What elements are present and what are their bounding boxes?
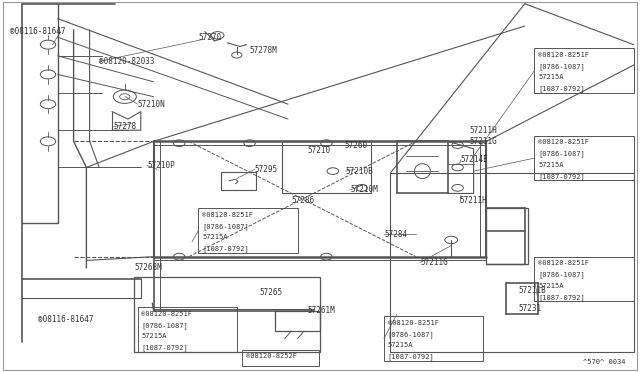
Bar [242,350,319,366]
Bar [134,277,320,352]
Text: 57231: 57231 [518,304,541,313]
Bar [390,173,634,352]
Text: [0786-1087]: [0786-1087] [388,331,435,338]
Text: ®08116-81647: ®08116-81647 [10,27,65,36]
Text: ®08120-8251F: ®08120-8251F [202,212,253,218]
Text: 57215A: 57215A [538,74,564,80]
Text: [0786-1087]: [0786-1087] [202,223,249,230]
Text: ®08120-8251F: ®08120-8251F [141,311,193,317]
Text: [0786-1087]: [0786-1087] [538,151,585,157]
Text: 57210P: 57210P [147,161,175,170]
Bar [486,208,528,264]
Text: 57215A: 57215A [141,333,167,339]
Text: 57211H: 57211H [460,196,487,205]
Text: 57260: 57260 [344,141,367,150]
Text: 57215A: 57215A [538,162,564,168]
Bar [198,208,298,253]
Text: ®08116-81647: ®08116-81647 [38,315,94,324]
Bar [534,257,634,301]
Text: [1087-0792]: [1087-0792] [538,294,585,301]
Text: 57211G: 57211G [420,258,448,267]
Text: 57265: 57265 [259,288,282,296]
Text: [0786-1087]: [0786-1087] [538,272,585,278]
Text: [1087-0792]: [1087-0792] [538,173,585,180]
Text: 57214E: 57214E [461,155,488,164]
Text: [0786-1087]: [0786-1087] [141,322,188,328]
Bar [534,48,634,93]
Bar [384,316,483,361]
Text: [1087-0792]: [1087-0792] [202,246,249,252]
Text: 57278M: 57278M [250,46,277,55]
Text: 57211G: 57211G [469,137,497,146]
Text: 57210M: 57210M [351,185,378,194]
Text: ^570^ 0034: ^570^ 0034 [584,359,626,365]
Text: 57211B: 57211B [518,286,546,295]
Text: 57284: 57284 [384,230,407,239]
Text: [1087-0792]: [1087-0792] [388,353,435,360]
Text: 57278: 57278 [114,122,137,131]
Text: ®08120-8251F: ®08120-8251F [538,260,589,266]
Text: 57211H: 57211H [469,126,497,135]
Text: 57261M: 57261M [307,306,335,315]
Text: ®08120-82033: ®08120-82033 [99,57,155,66]
Text: ®08120-8251F: ®08120-8251F [388,320,439,326]
Bar [221,172,256,190]
Text: 57215A: 57215A [202,234,228,240]
Text: ®08120-8251F: ®08120-8251F [538,52,589,58]
Text: 57268M: 57268M [134,263,162,272]
Text: 57210: 57210 [307,146,330,155]
Text: [1087-0792]: [1087-0792] [141,344,188,351]
Text: ®08120-8251F: ®08120-8251F [538,140,589,145]
Bar [275,311,320,331]
Text: 57295: 57295 [255,165,278,174]
Text: 57286: 57286 [291,196,314,205]
Text: 57215A: 57215A [388,342,413,348]
Text: 57210N: 57210N [138,100,165,109]
Text: 57210B: 57210B [346,167,373,176]
Text: 57215A: 57215A [538,283,564,289]
Text: 57270: 57270 [198,33,221,42]
Text: ®08120-8252F: ®08120-8252F [246,353,297,359]
Text: [1087-0792]: [1087-0792] [538,86,585,92]
Bar [138,307,237,352]
Bar [534,136,634,180]
Text: [0786-1087]: [0786-1087] [538,63,585,70]
